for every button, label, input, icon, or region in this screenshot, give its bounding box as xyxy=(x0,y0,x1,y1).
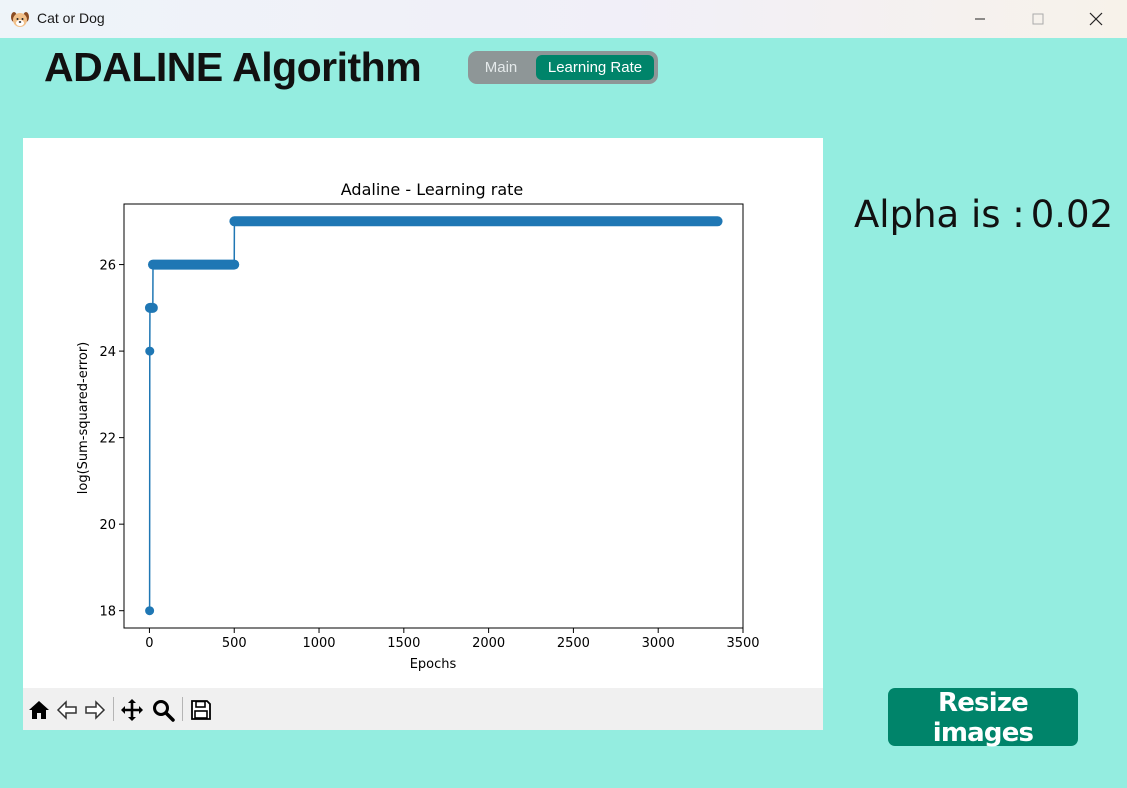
minimize-icon xyxy=(975,18,985,20)
alpha-value: 0.02 xyxy=(1030,193,1114,236)
y-axis-label: log(Sum-squared-error) xyxy=(76,342,91,495)
x-tick-label: 1000 xyxy=(302,636,335,651)
y-tick-label: 22 xyxy=(99,432,116,447)
close-icon xyxy=(1089,12,1103,26)
toolbar-separator xyxy=(113,697,114,721)
learning-rate-chart: Adaline - Learning rate Epochs log(Sum-s… xyxy=(76,180,760,672)
x-tick-label: 3000 xyxy=(642,636,675,651)
window-titlebar: Cat or Dog xyxy=(0,0,1127,38)
page-title: ADALINE Algorithm xyxy=(44,44,422,90)
x-tick-label: 3500 xyxy=(726,636,759,651)
forward-arrow-icon[interactable] xyxy=(83,698,107,722)
alpha-label: Alpha is : xyxy=(854,193,1025,236)
window-title: Cat or Dog xyxy=(37,10,105,26)
y-tick-label: 24 xyxy=(99,345,116,360)
maximize-button[interactable] xyxy=(1009,0,1067,38)
toolbar-separator xyxy=(182,697,183,721)
save-icon[interactable] xyxy=(189,698,213,722)
plot-canvas[interactable]: Adaline - Learning rate Epochs log(Sum-s… xyxy=(23,138,823,688)
x-tick-label: 2000 xyxy=(472,636,505,651)
zoom-icon[interactable] xyxy=(151,698,175,722)
alpha-readout: Alpha is :0.02 xyxy=(854,193,1119,236)
tab-main[interactable]: Main xyxy=(484,59,518,76)
minimize-button[interactable] xyxy=(951,0,1009,38)
y-tick-label: 20 xyxy=(99,518,116,533)
back-arrow-icon[interactable] xyxy=(55,698,79,722)
tab-learning-rate[interactable]: Learning Rate xyxy=(536,55,654,80)
data-point xyxy=(145,606,155,616)
plot-toolbar xyxy=(23,688,823,730)
close-button[interactable] xyxy=(1067,0,1125,38)
series-line xyxy=(148,220,718,611)
data-point xyxy=(145,346,155,356)
chart-title: Adaline - Learning rate xyxy=(341,180,524,199)
x-tick-label: 500 xyxy=(222,636,247,651)
pan-icon[interactable] xyxy=(120,698,144,722)
x-tick-label: 2500 xyxy=(557,636,590,651)
y-tick-label: 26 xyxy=(99,259,116,274)
x-tick-label: 0 xyxy=(145,636,153,651)
maximize-icon xyxy=(1032,13,1044,25)
resize-images-button[interactable]: Resize images xyxy=(888,688,1078,748)
plot-frame xyxy=(123,203,744,629)
view-segmented-control: Main Learning Rate xyxy=(468,51,658,84)
home-icon[interactable] xyxy=(27,698,51,722)
x-tick-label: 1500 xyxy=(387,636,420,651)
dog-face-icon xyxy=(11,12,29,27)
y-tick-label: 18 xyxy=(99,605,116,620)
x-axis-label: Epochs xyxy=(410,657,457,672)
